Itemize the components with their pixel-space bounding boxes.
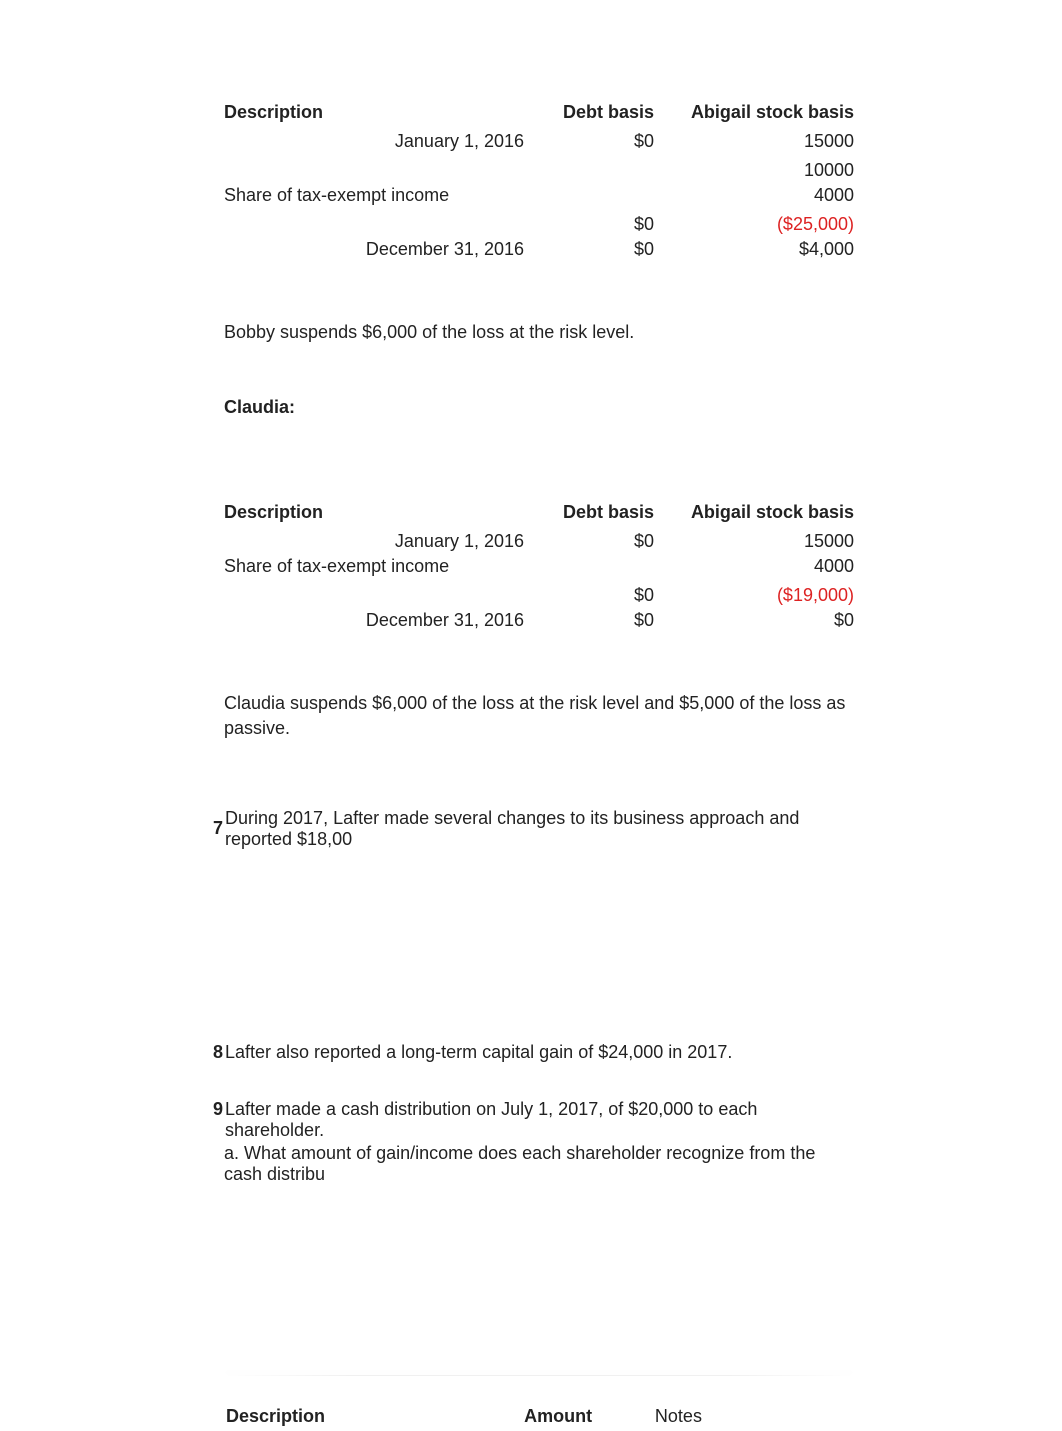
cell-stock: $0 <box>654 608 854 633</box>
cell-stock: 10000 <box>654 158 854 183</box>
question-number: 7 <box>209 818 223 839</box>
summary-table-header: Description Amount Notes <box>224 1402 854 1431</box>
basis-table-2: Description Debt basis Abigail stock bas… <box>224 500 854 633</box>
table-row: January 1, 2016$015000 <box>224 129 854 154</box>
cell-debt <box>524 158 654 183</box>
cell-description: January 1, 2016 <box>224 129 524 154</box>
cell-stock: 4000 <box>654 183 854 208</box>
question-9: 9 Lafter made a cash distribution on Jul… <box>224 1099 854 1141</box>
cell-description <box>224 583 524 608</box>
col-header-amount: Amount <box>524 1404 653 1429</box>
cell-description: December 31, 2016 <box>224 237 524 262</box>
cell-stock: 15000 <box>654 529 854 554</box>
question-text: During 2017, Lafter made several changes… <box>225 808 854 850</box>
col-header-description: Description <box>226 1404 522 1429</box>
table-row: December 31, 2016$0$0 <box>224 608 854 633</box>
question-number: 8 <box>209 1042 223 1063</box>
cell-debt: $0 <box>524 129 654 154</box>
question-8: 8 Lafter also reported a long-term capit… <box>224 1042 854 1063</box>
cell-debt: $0 <box>524 583 654 608</box>
document-content: Description Debt basis Abigail stock bas… <box>224 100 854 1431</box>
question-7: 7 During 2017, Lafter made several chang… <box>224 808 854 850</box>
table-row: Share of tax-exempt income 4000 <box>224 183 854 208</box>
cell-debt <box>524 554 654 579</box>
col-header-debt: Debt basis <box>524 500 654 529</box>
cell-description: December 31, 2016 <box>224 608 524 633</box>
table-row: December 31, 2016$0$4,000 <box>224 237 854 262</box>
paragraph-claudia: Claudia suspends $6,000 of the loss at t… <box>224 691 854 741</box>
col-header-description: Description <box>224 100 524 129</box>
cell-description: January 1, 2016 <box>224 529 524 554</box>
question-9a: a. What amount of gain/income does each … <box>224 1143 854 1185</box>
table-row: $0($25,000) <box>224 212 854 237</box>
cell-stock: ($19,000) <box>654 583 854 608</box>
col-header-stock: Abigail stock basis <box>654 500 854 529</box>
cell-description <box>224 158 524 183</box>
cell-description <box>224 212 524 237</box>
table-row: Share of tax-exempt income 4000 <box>224 554 854 579</box>
col-header-description: Description <box>224 500 524 529</box>
col-header-debt: Debt basis <box>524 100 654 129</box>
table-row: January 1, 2016$015000 <box>224 529 854 554</box>
table-row: $0($19,000) <box>224 583 854 608</box>
question-text: Lafter made a cash distribution on July … <box>225 1099 854 1141</box>
question-number: 9 <box>209 1099 223 1120</box>
question-text: Lafter also reported a long-term capital… <box>225 1042 854 1063</box>
table-row: 10000 <box>224 158 854 183</box>
cell-debt: $0 <box>524 212 654 237</box>
col-header-stock: Abigail stock basis <box>654 100 854 129</box>
basis-table-1: Description Debt basis Abigail stock bas… <box>224 100 854 262</box>
separator <box>224 1375 854 1376</box>
cell-description: Share of tax-exempt income <box>224 554 524 579</box>
cell-description: Share of tax-exempt income <box>224 183 524 208</box>
cell-debt: $0 <box>524 237 654 262</box>
cell-debt <box>524 183 654 208</box>
paragraph-bobby: Bobby suspends $6,000 of the loss at the… <box>224 320 854 345</box>
cell-stock: 4000 <box>654 554 854 579</box>
label-claudia: Claudia: <box>224 397 854 418</box>
cell-stock: 15000 <box>654 129 854 154</box>
cell-debt: $0 <box>524 608 654 633</box>
cell-stock: $4,000 <box>654 237 854 262</box>
col-header-notes: Notes <box>655 1404 852 1429</box>
cell-stock: ($25,000) <box>654 212 854 237</box>
cell-debt: $0 <box>524 529 654 554</box>
